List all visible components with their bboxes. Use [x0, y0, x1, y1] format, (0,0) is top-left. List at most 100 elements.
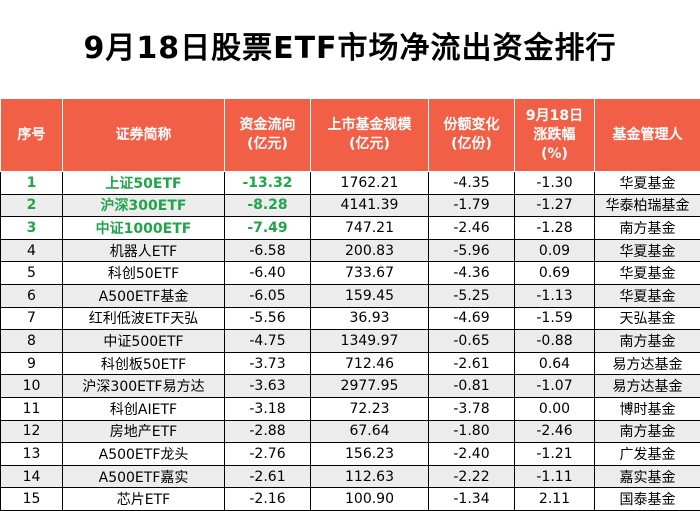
header-scale: 上市基金规模(亿元) [311, 99, 429, 172]
change-cell: 0.64 [515, 352, 595, 375]
change-cell: -0.88 [515, 330, 595, 353]
manager-cell: 国泰基金 [595, 488, 700, 511]
header-flow-line: (亿元) [225, 135, 310, 154]
scale-cell: 747.21 [311, 217, 429, 240]
rank-cell: 4 [1, 239, 63, 262]
rank-cell: 7 [1, 307, 63, 330]
name-cell: 机器人ETF [63, 239, 225, 262]
manager-cell: 博时基金 [595, 397, 700, 420]
name-cell: 科创AIETF [63, 397, 225, 420]
manager-cell: 华夏基金 [595, 239, 700, 262]
header-scale-line: (亿元) [311, 135, 428, 154]
scale-cell: 159.45 [311, 284, 429, 307]
share-cell: -1.34 [429, 488, 515, 511]
name-cell: 芯片ETF [63, 488, 225, 511]
name-cell: 沪深300ETF易方达 [63, 375, 225, 398]
name-cell: 上证50ETF [63, 172, 225, 195]
header-change: 9月18日涨跌幅(%) [515, 99, 595, 172]
manager-cell: 华夏基金 [595, 172, 700, 195]
rank-cell: 11 [1, 397, 63, 420]
share-cell: -2.61 [429, 352, 515, 375]
flow-cell: -2.61 [225, 465, 311, 488]
share-cell: -0.65 [429, 330, 515, 353]
share-cell: -4.69 [429, 307, 515, 330]
rank-cell: 15 [1, 488, 63, 511]
header-name: 证券简称 [63, 99, 225, 172]
manager-cell: 华夏基金 [595, 284, 700, 307]
scale-cell: 100.90 [311, 488, 429, 511]
manager-cell: 华泰柏瑞基金 [595, 194, 700, 217]
header-name-line: 证券简称 [63, 126, 224, 145]
name-cell: 沪深300ETF [63, 194, 225, 217]
manager-cell: 嘉实基金 [595, 465, 700, 488]
header-share-line: 份额变化 [429, 116, 514, 135]
name-cell: A500ETF龙头 [63, 443, 225, 466]
flow-cell: -2.16 [225, 488, 311, 511]
share-cell: -2.40 [429, 443, 515, 466]
share-cell: -4.35 [429, 172, 515, 195]
flow-cell: -6.40 [225, 262, 311, 285]
scale-cell: 72.23 [311, 397, 429, 420]
flow-cell: -8.28 [225, 194, 311, 217]
flow-cell: -4.75 [225, 330, 311, 353]
rank-cell: 14 [1, 465, 63, 488]
change-cell: -1.30 [515, 172, 595, 195]
change-cell: 0.09 [515, 239, 595, 262]
flow-cell: -6.58 [225, 239, 311, 262]
header-share-line: (亿份) [429, 135, 514, 154]
rank-cell: 5 [1, 262, 63, 285]
header-rank: 序号 [1, 99, 63, 172]
scale-cell: 712.46 [311, 352, 429, 375]
name-cell: 红利低波ETF天弘 [63, 307, 225, 330]
flow-cell: -3.73 [225, 352, 311, 375]
header-scale-line: 上市基金规模 [311, 116, 428, 135]
etf-outflow-table: 序号证券简称资金流向(亿元)上市基金规模(亿元)份额变化(亿份)9月18日涨跌幅… [0, 98, 700, 511]
flow-cell: -13.32 [225, 172, 311, 195]
share-cell: -1.79 [429, 194, 515, 217]
table-header-row: 序号证券简称资金流向(亿元)上市基金规模(亿元)份额变化(亿份)9月18日涨跌幅… [1, 99, 700, 172]
rank-cell: 1 [1, 172, 63, 195]
header-share: 份额变化(亿份) [429, 99, 515, 172]
share-cell: -1.80 [429, 420, 515, 443]
rank-cell: 6 [1, 284, 63, 307]
change-cell: -1.11 [515, 465, 595, 488]
share-cell: -2.22 [429, 465, 515, 488]
header-manager: 基金管理人 [595, 99, 700, 172]
change-cell: 0.69 [515, 262, 595, 285]
scale-cell: 2977.95 [311, 375, 429, 398]
header-manager-line: 基金管理人 [595, 126, 700, 145]
header-rank-line: 序号 [1, 126, 62, 145]
scale-cell: 67.64 [311, 420, 429, 443]
flow-cell: -2.76 [225, 443, 311, 466]
change-cell: -1.27 [515, 194, 595, 217]
flow-cell: -3.18 [225, 397, 311, 420]
change-cell: -1.59 [515, 307, 595, 330]
name-cell: 科创50ETF [63, 262, 225, 285]
manager-cell: 华夏基金 [595, 262, 700, 285]
flow-cell: -5.56 [225, 307, 311, 330]
name-cell: 科创板50ETF [63, 352, 225, 375]
share-cell: -5.96 [429, 239, 515, 262]
name-cell: 房地产ETF [63, 420, 225, 443]
rank-cell: 3 [1, 217, 63, 240]
share-cell: -2.46 [429, 217, 515, 240]
name-cell: 中证1000ETF [63, 217, 225, 240]
rank-cell: 2 [1, 194, 63, 217]
scale-cell: 36.93 [311, 307, 429, 330]
scale-cell: 200.83 [311, 239, 429, 262]
change-cell: -1.07 [515, 375, 595, 398]
scale-cell: 1349.97 [311, 330, 429, 353]
rank-cell: 8 [1, 330, 63, 353]
